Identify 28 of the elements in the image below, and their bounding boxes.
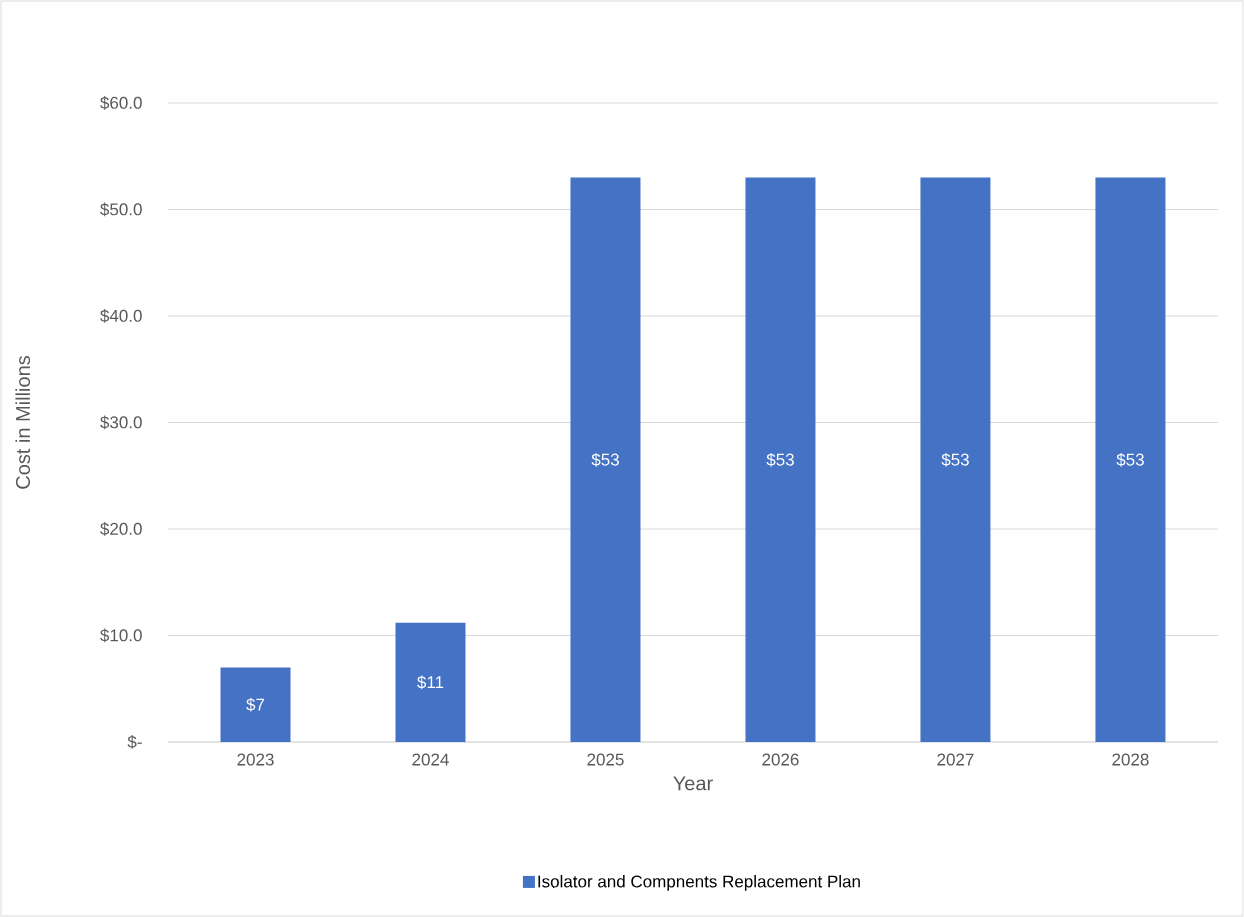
- y-tick-label: $-: [127, 735, 142, 749]
- y-tick-label: $10.0: [100, 628, 142, 643]
- bar: [745, 177, 816, 742]
- data-label: $53: [591, 452, 619, 467]
- x-tick-label: 2028: [1112, 753, 1149, 766]
- data-label: $53: [766, 452, 794, 467]
- x-tick-label: 2025: [587, 753, 624, 766]
- bar: [1095, 177, 1166, 742]
- data-label: $7: [246, 697, 265, 712]
- y-axis-title: Cost in Millions: [15, 356, 31, 489]
- data-label: $11: [417, 675, 444, 690]
- y-tick-label: $20.0: [100, 522, 142, 536]
- x-tick-label: 2027: [937, 753, 974, 766]
- x-tick-label: 2024: [412, 753, 449, 766]
- bar: [570, 177, 641, 742]
- x-tick-label: 2023: [237, 753, 274, 766]
- y-tick-label: $50.0: [100, 202, 142, 217]
- legend-label: Isolator and Compnents Replacement Plan: [538, 875, 860, 891]
- bar: [395, 622, 466, 742]
- x-tick-label: 2026: [762, 753, 799, 766]
- x-axis-title: Year: [673, 776, 713, 791]
- y-tick-label: $60.0: [100, 96, 142, 110]
- y-tick-label: $30.0: [100, 415, 142, 430]
- y-tick-label: $40.0: [100, 309, 142, 323]
- bar: [920, 177, 991, 742]
- bar: [220, 667, 291, 742]
- data-label: $53: [941, 452, 969, 467]
- data-label: $53: [1116, 452, 1144, 467]
